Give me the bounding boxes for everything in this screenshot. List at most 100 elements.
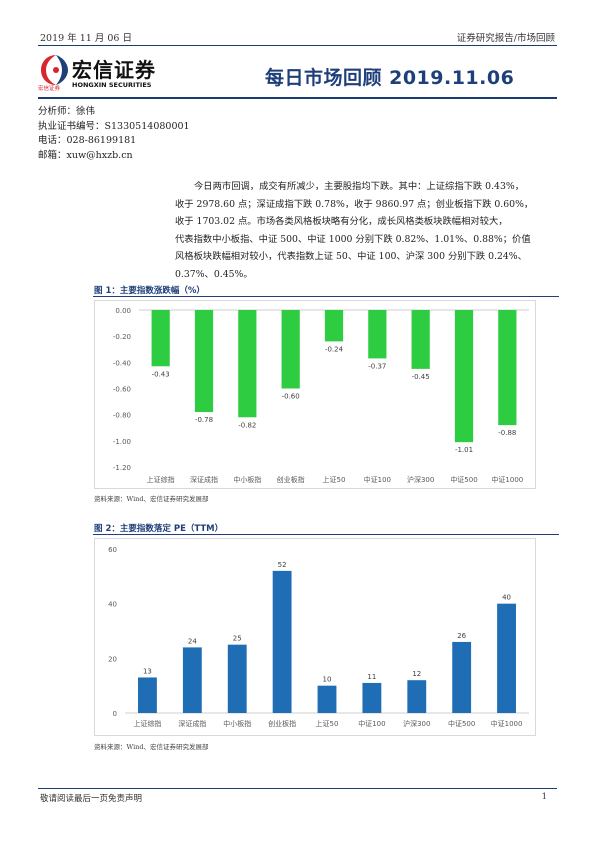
bar [454,310,474,443]
market-summary: 今日两市回调，成交有所减少，主要股指均下跌。其中：上证综指下跌 0.43%， 收… [175,178,560,283]
figure1-title: 图 1：主要指数涨跌幅（%） [94,286,205,296]
x-tick-label: 中证500 [450,475,477,484]
x-tick-label: 上证综指 [133,719,161,728]
figure1-source: 资料来源：Wind、宏信证券研究发展部 [94,495,209,503]
logo-small-cn: 宏信证券 [38,86,61,92]
y-tick-label: -0.40 [113,359,131,367]
figure2-source: 资料来源：Wind、宏信证券研究发展部 [94,743,209,751]
bar [497,603,516,713]
bar-value-label: -0.60 [282,393,300,401]
bar-value-label: -0.88 [498,429,516,437]
bar [138,677,157,713]
analyst-name: 分析师：徐伟 [38,106,96,117]
y-tick-label: -0.80 [113,412,131,420]
x-tick-label: 创业板指 [268,719,296,728]
header-rule-top [38,45,557,46]
logo-cn-name: 宏信证券 [72,58,156,82]
bar-value-label: -0.82 [238,421,256,429]
summary-line: 0.37%、0.45%。 [175,268,253,280]
y-tick-label: 40 [108,601,117,609]
bar-value-label: 11 [367,673,376,681]
figure1-chart: 0.00 -0.20 -0.40 -0.60 -0.80 -1.00 -1.20 -0.43 上… [94,300,536,489]
figure2-title-rule [93,534,559,535]
analyst-email: 邮箱：xuw@hxzb.cn [38,149,133,161]
bar-value-label: -0.78 [195,416,213,424]
figure2-chart: 0 20 40 60 13 上证综指 24 深证成指 25 中小板指 52 创业板指 10 上证50 11 中… [94,538,536,736]
bar-value-label: -0.37 [368,362,386,370]
bar [182,647,202,713]
summary-line: 收于 1703.02 点。市场各类风格板块略有分化，成长风格类板块跌幅相对较大， [175,216,508,227]
bar-value-label: 13 [143,667,152,675]
analyst-phone: 电话：028-86199181 [38,135,137,146]
bar [498,310,517,426]
y-tick-label: -1.00 [113,438,131,446]
figure2-svg: 0 20 40 60 13 上证综指 24 深证成指 25 中小板指 52 创业板指 10 上证50 11 中… [108,546,529,728]
bar [227,644,247,713]
bar-value-label: -0.43 [152,370,170,378]
x-tick-label: 中证1000 [491,719,523,728]
bar-value-label: 25 [233,635,242,643]
summary-line: 今日两市回调，成交有所减少，主要股指均下跌。其中：上证综指下跌 0.43%， [194,181,524,192]
footer-disclaimer: 敬请阅读最后一页免责声明 [40,794,143,804]
logo-en-name: HONGXIN SECURITIES [72,81,152,89]
x-tick-label: 中证500 [448,719,475,728]
figure2-title: 图 2：主要指数落定 PE（TTM） [94,524,224,534]
summary-line: 风格板块跌幅相对较小，代表指数上证 50、中证 100、沪深 300 分别下跌 … [175,251,527,262]
bar-value-label: 12 [412,670,421,678]
bar [238,310,257,418]
x-tick-label: 中小板指 [233,475,261,484]
y-tick-label: 20 [108,655,117,663]
y-tick-label: -1.20 [113,464,131,472]
bar [368,310,387,359]
analyst-info: 分析师：徐伟 执业证书编号：S1330514080001 电话：028-8619… [38,105,190,163]
bar [411,310,430,369]
bar-value-label: -0.24 [325,345,344,353]
bar [362,682,382,713]
bar-value-label: 26 [457,632,466,640]
logo-emblem-icon [41,55,68,85]
bar-value-label: 10 [323,676,332,684]
bar [272,570,292,713]
bar-value-label: 24 [188,637,197,645]
bar [407,680,427,713]
header-rule-bottom [38,97,557,99]
y-tick-label: 60 [108,546,117,554]
y-tick-label: 0.00 [115,307,131,315]
bar-value-label: 52 [278,561,287,569]
figure1-title-rule [93,296,559,297]
x-tick-label: 中小板指 [223,719,251,728]
x-tick-label: 中证100 [364,475,391,484]
figure1-svg: 0.00 -0.20 -0.40 -0.60 -0.80 -1.00 -1.20 -0.43 上… [113,307,529,484]
footer-rule [38,788,557,789]
page-number: 1 [541,792,547,802]
bar [151,310,170,367]
report-date: 2019 年 11 月 06 日 [40,33,132,44]
bar [317,685,337,713]
bar [324,310,344,342]
bar [281,310,300,389]
report-category: 证券研究报告/市场回顾 [456,33,555,44]
x-tick-label: 沪深300 [407,475,434,484]
x-tick-label: 上证50 [316,719,339,728]
bar-value-label: 40 [502,594,511,602]
y-tick-label: -0.20 [113,333,131,341]
x-tick-label: 沪深300 [403,719,430,728]
x-tick-label: 深证成指 [190,475,218,484]
x-tick-label: 中证1000 [491,475,523,484]
x-tick-label: 中证100 [358,719,385,728]
x-tick-label: 上证50 [323,475,346,484]
x-tick-label: 创业板指 [277,475,305,484]
analyst-license: 执业证书编号：S1330514080001 [38,120,190,132]
summary-line: 代表指数中小板指、中证 500、中证 1000 分别下跌 0.82%、1.01%… [175,233,531,245]
report-title: 每日市场回顾 2019.11.06 [265,67,515,89]
company-logo: 宏信证券 宏信证券 HONGXIN SECURITIES [38,50,163,94]
bar-value-label: -0.45 [412,373,430,381]
summary-line: 收于 2978.60 点；深证成指下跌 0.78%，收于 9860.97 点；创… [175,198,534,210]
x-tick-label: 上证综指 [147,475,175,484]
y-tick-label: 0 [113,710,117,718]
x-tick-label: 深证成指 [178,719,206,728]
bar [194,310,214,413]
bar [452,641,472,713]
bar-value-label: -1.01 [455,446,473,454]
y-tick-label: -0.60 [113,386,131,394]
